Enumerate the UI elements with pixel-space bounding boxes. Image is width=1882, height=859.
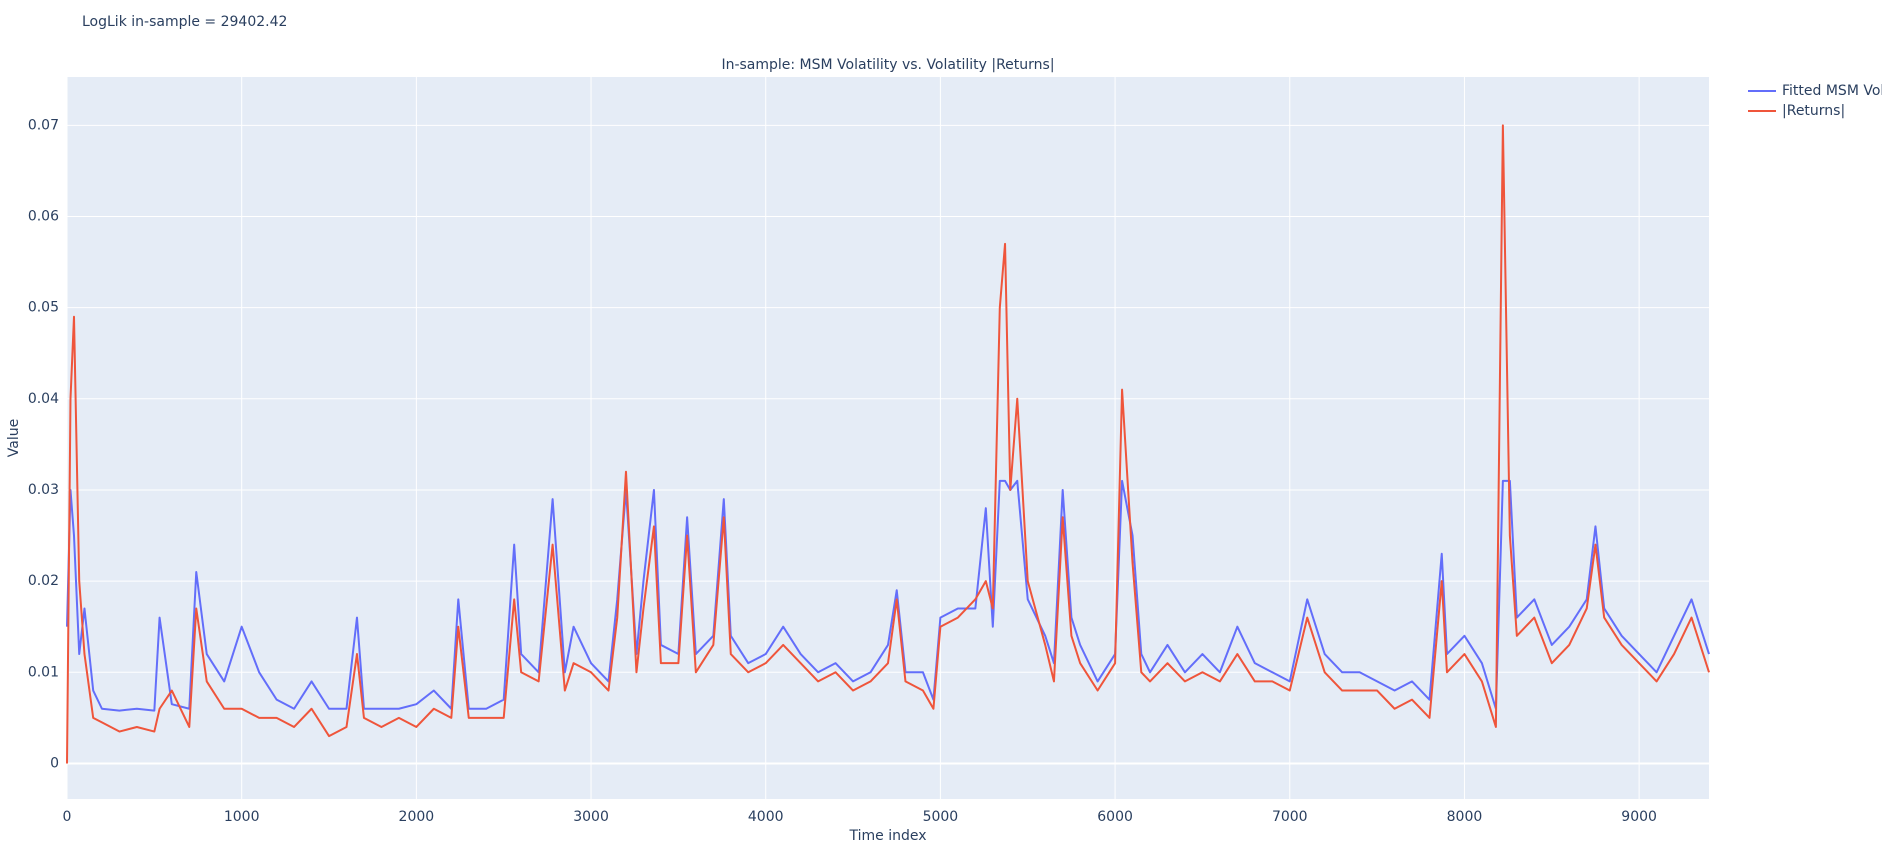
y-tick-label: 0.07 (28, 117, 59, 133)
y-tick-label: 0.02 (28, 573, 59, 589)
x-tick-label: 3000 (573, 809, 609, 825)
x-tick-label: 9000 (1621, 809, 1657, 825)
legend-label: |Returns| (1782, 103, 1845, 119)
legend-label: Fitted MSM Vol (1782, 83, 1882, 99)
plot-area (67, 77, 1709, 799)
x-tick-label: 1000 (224, 809, 260, 825)
y-tick-label: 0.01 (28, 664, 59, 680)
y-tick-label: 0.03 (28, 482, 59, 498)
x-tick-label: 5000 (923, 809, 959, 825)
x-tick-label: 8000 (1447, 809, 1483, 825)
y-tick-label: 0.04 (28, 391, 59, 407)
y-tick-label: 0.05 (28, 300, 59, 316)
annotation: LogLik in-sample = 29402.42 (82, 14, 287, 30)
chart-title: In-sample: MSM Volatility vs. Volatility… (721, 57, 1054, 73)
y-tick-label: 0 (50, 755, 59, 771)
x-axis-label: Time index (848, 828, 926, 844)
series-line (66, 124, 1710, 764)
x-tick-label: 7000 (1272, 809, 1308, 825)
y-axis-label: Value (6, 419, 22, 457)
x-tick-label: 6000 (1097, 809, 1133, 825)
x-tick-label: 0 (63, 809, 72, 825)
x-tick-label: 2000 (399, 809, 435, 825)
x-tick-label: 4000 (748, 809, 784, 825)
y-tick-label: 0.06 (28, 208, 59, 224)
series-line (66, 479, 1710, 712)
